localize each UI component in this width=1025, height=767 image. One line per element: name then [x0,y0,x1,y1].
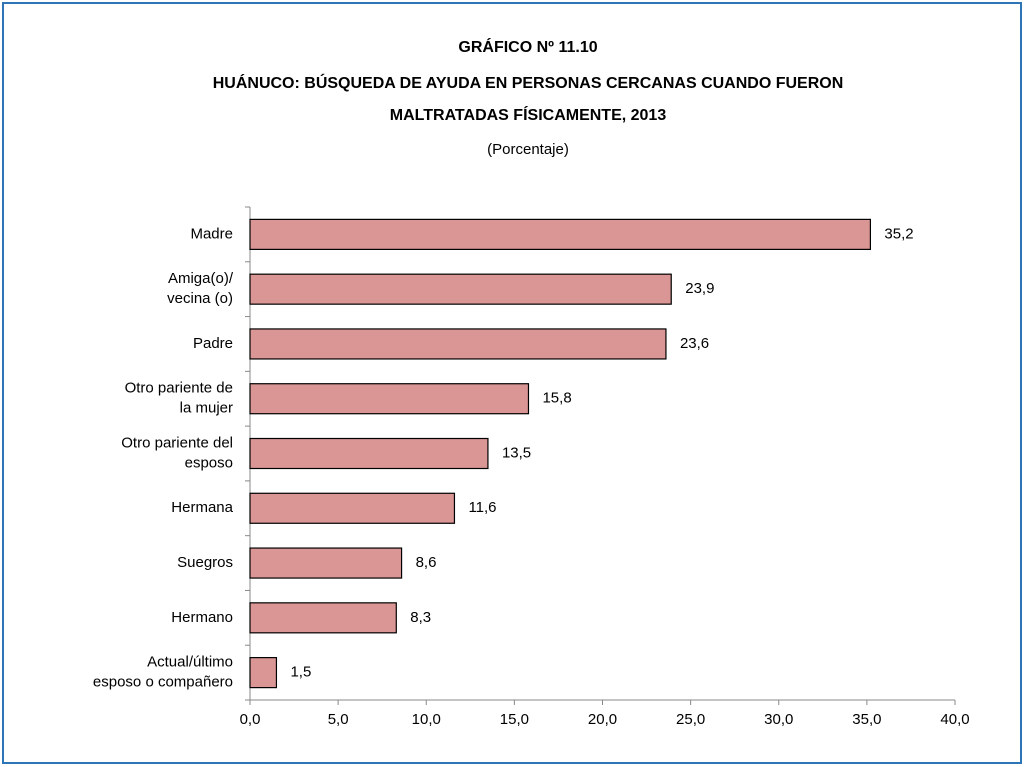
chart-subtitle: (Porcentaje) [487,141,569,158]
bar [249,657,278,689]
y-tick-label: Madre [190,225,233,242]
chart-title: HUÁNUCO: BÚSQUEDA DE AYUDA EN PERSONAS C… [213,73,844,92]
value-label: 8,3 [410,609,431,626]
value-label: 15,8 [542,390,571,407]
x-tick-label: 20,0 [588,711,617,728]
y-tick-label: Otro pariente del esposo [121,434,233,471]
value-label: 23,9 [685,280,714,297]
x-tick-label: 25,0 [676,711,705,728]
y-tick-label: Suegros [177,554,233,571]
value-label: 1,5 [290,664,311,681]
chart-title: GRÁFICO Nº 11.10 [458,37,597,56]
y-tick-label: Hermano [171,609,233,626]
bar [249,602,397,634]
y-tick-label: Amiga(o)/vecina (o) [167,270,234,307]
bar [249,218,872,250]
y-tick-label: Hermana [171,499,233,516]
bar [249,492,456,524]
value-label: 23,6 [680,335,709,352]
x-tick-label: 30,0 [764,711,793,728]
y-tick-label: Actual/último esposo o compañero [93,654,233,691]
x-tick-label: 0,0 [240,711,261,728]
value-label: 8,6 [416,554,437,571]
bar [249,328,667,360]
y-tick-label: Padre [193,335,233,352]
value-label: 13,5 [502,444,531,461]
bar [249,437,489,470]
x-tick-label: 40,0 [940,711,969,728]
x-tick-label: 5,0 [328,711,349,728]
y-tick-label: Otro pariente de la mujer [125,380,233,417]
bar [249,547,403,579]
x-tick-label: 15,0 [500,711,529,728]
value-label: 11,6 [468,499,496,516]
bar [249,273,672,305]
x-tick-label: 35,0 [852,711,881,728]
x-tick-label: 10,0 [412,711,441,728]
bar [249,383,530,415]
value-label: 35,2 [884,225,913,242]
chart-title: MALTRATADAS FÍSICAMENTE, 2013 [390,105,667,124]
